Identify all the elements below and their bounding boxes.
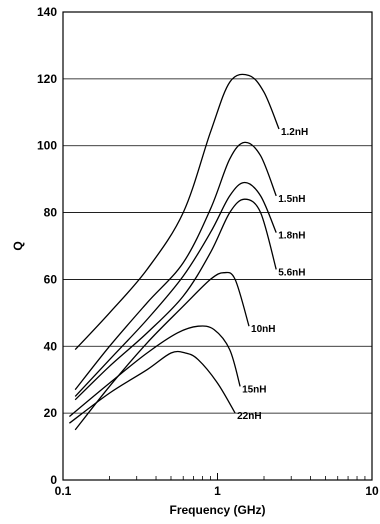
series-labels: 1.2nH 1.5nH 1.8nH 5.6nH 10nH 15nH 22nH	[237, 127, 308, 422]
y-tick-label: 0	[50, 473, 57, 487]
series-label-1.2nH: 1.2nH	[281, 127, 308, 138]
y-tick-label: 100	[37, 139, 57, 153]
y-tick-label: 120	[37, 72, 57, 86]
series-line-1.8nH	[74, 181, 277, 397]
series-line-15nH	[68, 325, 241, 417]
minor-ticks	[62, 473, 373, 480]
y-tick-label: 20	[44, 406, 58, 420]
x-axis-title: Frequency (GHz)	[169, 503, 265, 517]
series-line-10nH	[74, 271, 250, 431]
x-tick-label: 1	[214, 484, 221, 498]
series-line-5.6nH	[74, 198, 277, 401]
series-label-1.8nH: 1.8nH	[278, 231, 305, 242]
x-tick-label: 0.1	[55, 484, 72, 498]
y-tick-labels: 0 20 40 60 80 100 120 140	[37, 5, 57, 487]
y-tick-label: 140	[37, 5, 57, 19]
y-tick-label: 40	[44, 339, 58, 353]
series-label-1.5nH: 1.5nH	[278, 194, 305, 205]
series-label-22nH: 22nH	[237, 411, 261, 422]
series-line-22nH	[69, 350, 236, 424]
series-label-10nH: 10nH	[251, 324, 275, 335]
series-label-5.6nH: 5.6nH	[278, 267, 305, 278]
series-lines	[68, 73, 280, 431]
y-tick-label: 80	[44, 206, 58, 220]
series-label-15nH: 15nH	[242, 384, 266, 395]
x-tick-label: 10	[365, 484, 379, 498]
y-tick-label: 60	[44, 272, 58, 286]
x-tick-labels: 0.1 1 10	[55, 484, 379, 498]
plot-frame	[62, 11, 373, 481]
y-axis-title: Q	[11, 241, 25, 250]
gridlines	[63, 78, 372, 414]
series-line-1.2nH	[74, 73, 280, 351]
series-line-1.5nH	[74, 141, 277, 391]
